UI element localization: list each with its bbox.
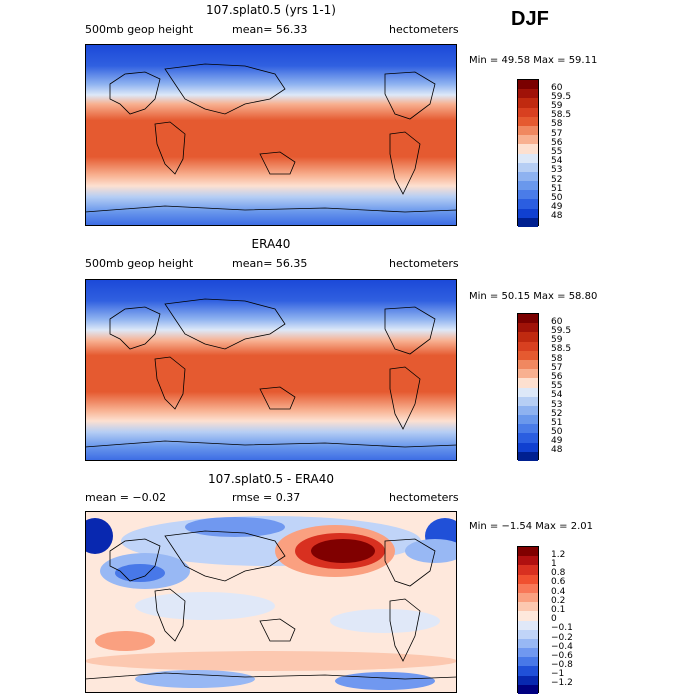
- panel-2-units-label: hectometers: [389, 257, 459, 270]
- coastline-outline: [85, 530, 457, 680]
- colorbar-tick-label: −0.2: [551, 633, 573, 643]
- colorbar-tick-label: 48: [551, 445, 563, 455]
- colorbar-tick-label: −0.6: [551, 651, 573, 661]
- colorbar-tick-label: 56: [551, 372, 563, 382]
- colorbar-tick-label: 55: [551, 381, 563, 391]
- colorbar-tick-label: 52: [551, 409, 563, 419]
- panel-3-mean-label: mean = −0.02: [85, 491, 167, 504]
- colorbar-tick-label: 59: [551, 101, 563, 111]
- colorbar-tick-label: 53: [551, 400, 563, 410]
- coastline-outline: [85, 298, 457, 448]
- panel-1-title: 107.splat0.5 (yrs 1-1): [206, 3, 336, 17]
- colorbar-tick-label: 54: [551, 156, 563, 166]
- colorbar-tick-label: 60: [551, 83, 563, 93]
- colorbar-tick-label: 57: [551, 363, 563, 373]
- colorbar-tick-label: 56: [551, 138, 563, 148]
- panel-2-mean-label: mean= 56.35: [232, 257, 308, 270]
- season-label: DJF: [511, 8, 549, 30]
- colorbar-tick-label: 0.6: [551, 577, 566, 587]
- colorbar-tick-label: 57: [551, 129, 563, 139]
- panel-3-min-max: Min = −1.54 Max = 2.01: [469, 521, 593, 532]
- colorbar-tick-label: 49: [551, 202, 563, 212]
- panel-1-units-label: hectometers: [389, 23, 459, 36]
- colorbar-tick-label: 0.8: [551, 568, 566, 578]
- colorbar-tick-label: 60: [551, 317, 563, 327]
- colorbar-tick-label: 51: [551, 418, 563, 428]
- colorbar-tick-label: 0: [551, 614, 557, 624]
- colorbar-tick-label: 55: [551, 147, 563, 157]
- colorbar-tick-label: 0.1: [551, 605, 566, 615]
- panel-3-colorbar: [517, 546, 539, 694]
- colorbar-tick-label: 52: [551, 175, 563, 185]
- colorbar-tick-label: −1.2: [551, 678, 573, 688]
- colorbar-tick-label: −0.1: [551, 623, 573, 633]
- panel-3-units-label: hectometers: [389, 491, 459, 504]
- panel-2-min-max: Min = 50.15 Max = 58.80: [469, 291, 598, 302]
- colorbar-tick-label: 50: [551, 193, 563, 203]
- panel-1-colorbar: [517, 79, 539, 227]
- panel-2-map: [85, 279, 457, 461]
- colorbar-tick-label: 58.5: [551, 110, 572, 120]
- panel-1-mean-label: mean= 56.33: [232, 23, 308, 36]
- panel-1-variable-label: 500mb geop height: [85, 23, 194, 36]
- panel-1-map: [85, 44, 457, 226]
- colorbar-tick-label: 1: [551, 559, 557, 569]
- panel-2-title: ERA40: [251, 237, 291, 251]
- colorbar-tick-label: 1.2: [551, 550, 566, 560]
- colorbar-tick-label: 59.5: [551, 326, 572, 336]
- panel-2-colorbar: [517, 313, 539, 461]
- colorbar-tick-label: −0.8: [551, 660, 573, 670]
- panel-2-variable-label: 500mb geop height: [85, 257, 194, 270]
- colorbar-tick-label: 51: [551, 184, 563, 194]
- colorbar-tick-label: 0.2: [551, 596, 566, 606]
- colorbar-tick-label: −1: [551, 669, 565, 679]
- colorbar-tick-label: 54: [551, 390, 563, 400]
- coastline-outline: [85, 63, 457, 213]
- colorbar-tick-label: 58: [551, 119, 563, 129]
- panel-3-rmse-label: rmse = 0.37: [232, 491, 301, 504]
- colorbar-tick-label: 50: [551, 427, 563, 437]
- colorbar-tick-label: 59: [551, 335, 563, 345]
- colorbar-tick-label: 0.4: [551, 587, 566, 597]
- colorbar-tick-label: 58: [551, 354, 563, 364]
- difference-field: [85, 516, 457, 690]
- panel-3-title: 107.splat0.5 - ERA40: [208, 472, 334, 486]
- panel-1-min-max: Min = 49.58 Max = 59.11: [469, 55, 598, 66]
- colorbar-tick-label: 59.5: [551, 92, 572, 102]
- colorbar-tick-label: 49: [551, 436, 563, 446]
- colorbar-tick-label: 48: [551, 211, 563, 221]
- colorbar-tick-label: 58.5: [551, 344, 572, 354]
- panel-3-map: [85, 511, 457, 693]
- colorbar-tick-label: −0.4: [551, 642, 573, 652]
- colorbar-tick-label: 53: [551, 165, 563, 175]
